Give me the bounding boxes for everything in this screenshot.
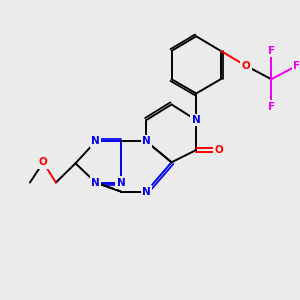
Text: N: N bbox=[192, 115, 200, 125]
Text: N: N bbox=[142, 187, 151, 196]
Text: O: O bbox=[39, 157, 48, 167]
Text: N: N bbox=[117, 178, 125, 188]
Text: N: N bbox=[142, 136, 151, 146]
Text: F: F bbox=[293, 61, 300, 71]
Text: F: F bbox=[268, 102, 275, 112]
Text: N: N bbox=[92, 136, 100, 146]
Text: N: N bbox=[92, 178, 100, 188]
Text: O: O bbox=[214, 145, 223, 155]
Text: O: O bbox=[242, 61, 250, 71]
Text: F: F bbox=[268, 46, 275, 56]
